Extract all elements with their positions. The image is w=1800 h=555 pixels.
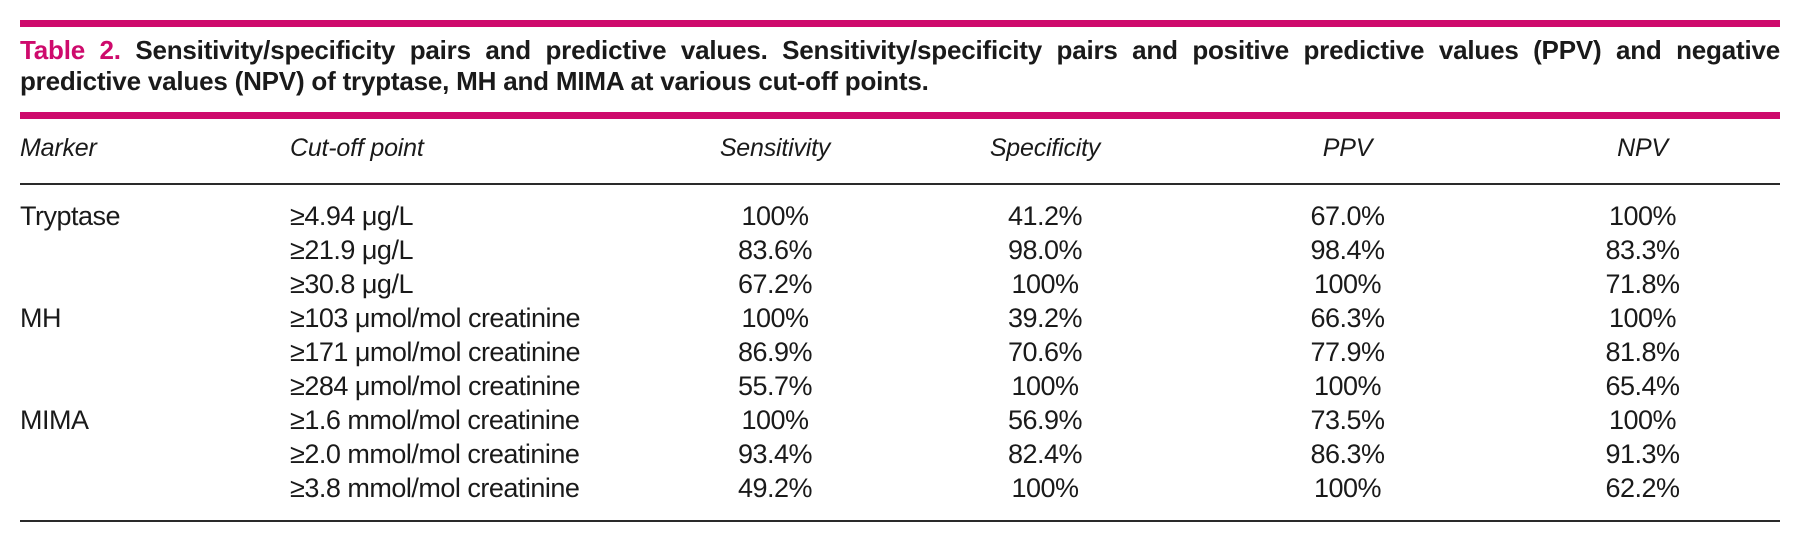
marker-cell [20,471,290,505]
npv-cell: 81.8% [1605,337,1680,367]
column-header-specificity: Specificity [900,126,1190,185]
marker-cell [20,437,290,471]
npv-cell: 83.3% [1605,235,1680,265]
column-header-marker: Marker [20,126,290,185]
table-row: MH ≥103 μmol/mol creatinine 100% 39.2% 6… [20,301,1780,335]
ppv-cell: 100% [1313,473,1382,503]
table-caption: Table 2. Sensitivity/specificity pairs a… [20,35,1780,97]
ppv-cell: 100% [1313,269,1382,299]
cutoff-cell: ≥3.8 mmol/mol creatinine [290,473,580,503]
npv-cell: 100% [1608,303,1677,333]
table-caption-text: Sensitivity/specificity pairs and predic… [20,35,1780,96]
cutoff-cell: ≥21.9 μg/L [290,235,413,265]
marker-cell [20,369,290,403]
ppv-cell: 66.3% [1310,303,1385,333]
sensitivity-cell: 100% [741,303,809,333]
sensitivity-cell: 100% [741,405,809,435]
specificity-cell: 39.2% [1007,303,1083,333]
marker-cell [20,233,290,267]
specificity-cell: 70.6% [1007,337,1083,367]
npv-cell: 91.3% [1605,439,1680,469]
cutoff-cell: ≥30.8 μg/L [290,269,413,299]
bottom-rule [20,520,1780,522]
sensitivity-cell: 100% [741,201,809,231]
marker-cell: MIMA [20,405,89,435]
npv-cell: 100% [1608,201,1677,231]
table-row: ≥2.0 mmol/mol creatinine 93.4% 82.4% 86.… [20,437,1780,471]
column-header-ppv: PPV [1190,126,1505,185]
cutoff-cell: ≥103 μmol/mol creatinine [290,303,581,333]
table-row: ≥171 μmol/mol creatinine 86.9% 70.6% 77.… [20,335,1780,369]
ppv-cell: 73.5% [1310,405,1385,435]
ppv-cell: 98.4% [1310,235,1385,265]
column-header-npv: NPV [1505,126,1780,185]
npv-cell: 71.8% [1605,269,1680,299]
specificity-cell: 98.0% [1007,235,1083,265]
cutoff-cell: ≥171 μmol/mol creatinine [290,337,581,367]
table-row: Tryptase ≥4.94 μg/L 100% 41.2% 67.0% 100… [20,184,1780,233]
results-table: Marker Cut-off point Sensitivity Specifi… [20,126,1780,505]
ppv-cell: 100% [1313,371,1382,401]
cutoff-cell: ≥2.0 mmol/mol creatinine [290,439,580,469]
cutoff-cell: ≥284 μmol/mol creatinine [290,371,581,401]
header-row: Marker Cut-off point Sensitivity Specifi… [20,126,1780,185]
sensitivity-cell: 67.2% [737,269,813,299]
cutoff-cell: ≥4.94 μg/L [290,201,413,231]
top-accent-rule [20,20,1780,27]
npv-cell: 65.4% [1605,371,1680,401]
table-row: ≥21.9 μg/L 83.6% 98.0% 98.4% 83.3% [20,233,1780,267]
marker-cell [20,335,290,369]
table-row: ≥284 μmol/mol creatinine 55.7% 100% 100%… [20,369,1780,403]
table-row: ≥30.8 μg/L 67.2% 100% 100% 71.8% [20,267,1780,301]
sensitivity-cell: 55.7% [737,371,813,401]
sensitivity-cell: 49.2% [737,473,813,503]
sensitivity-cell: 86.9% [737,337,813,367]
npv-cell: 62.2% [1605,473,1680,503]
column-header-sensitivity: Sensitivity [650,126,900,185]
specificity-cell: 100% [1011,473,1079,503]
specificity-cell: 100% [1011,269,1079,299]
specificity-cell: 56.9% [1007,405,1083,435]
table-row: MIMA ≥1.6 mmol/mol creatinine 100% 56.9%… [20,403,1780,437]
sensitivity-cell: 93.4% [737,439,813,469]
sensitivity-cell: 83.6% [737,235,813,265]
mid-accent-rule [20,112,1780,119]
npv-cell: 100% [1608,405,1677,435]
table-row: ≥3.8 mmol/mol creatinine 49.2% 100% 100%… [20,471,1780,505]
marker-cell: MH [20,303,62,333]
marker-cell: Tryptase [20,201,121,231]
column-header-cutoff: Cut-off point [290,126,650,185]
table-caption-label: Table 2. [20,35,121,65]
specificity-cell: 41.2% [1007,201,1083,231]
specificity-cell: 82.4% [1007,439,1083,469]
ppv-cell: 77.9% [1310,337,1385,367]
marker-cell [20,267,290,301]
specificity-cell: 100% [1011,371,1079,401]
cutoff-cell: ≥1.6 mmol/mol creatinine [290,405,580,435]
ppv-cell: 86.3% [1310,439,1385,469]
ppv-cell: 67.0% [1310,201,1385,231]
